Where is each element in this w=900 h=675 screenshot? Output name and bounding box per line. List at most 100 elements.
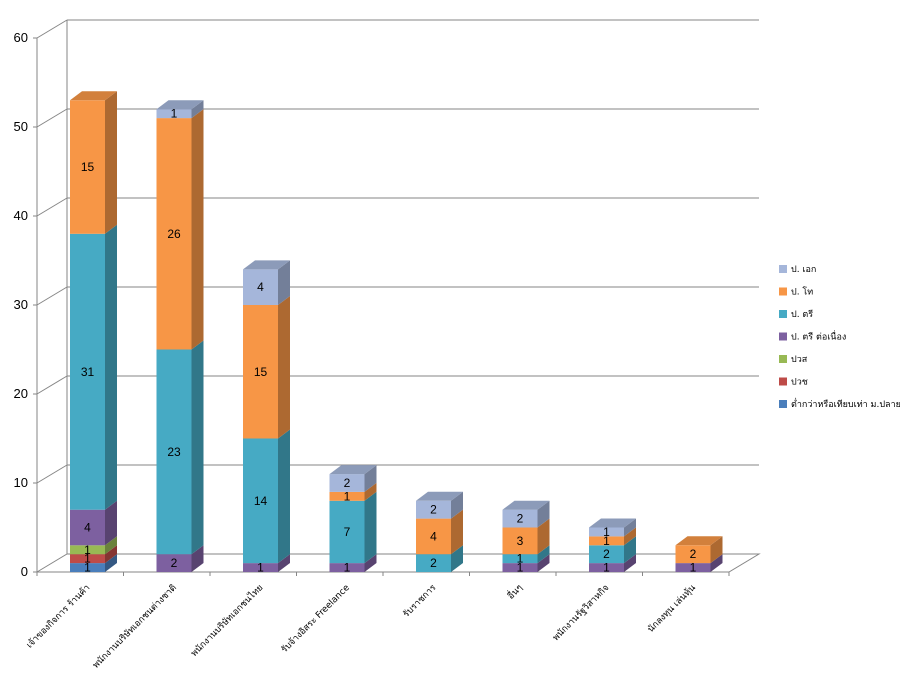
data-label: 1 <box>603 534 610 548</box>
legend-label: ปวส <box>791 355 808 365</box>
data-label: 1 <box>84 552 91 566</box>
bar-segment <box>329 474 365 492</box>
bar-segment-side <box>105 536 117 555</box>
data-label: 2 <box>430 503 437 517</box>
bar-segment-side <box>191 545 204 572</box>
legend-label: ป. ตรี <box>791 309 813 320</box>
data-label: 1 <box>603 525 610 539</box>
bar-segment-top <box>502 500 550 510</box>
legend-swatch <box>779 332 787 341</box>
legend-label: ปวช <box>791 378 808 388</box>
bar-segment <box>156 349 192 555</box>
bar-segment-side <box>624 554 636 572</box>
data-label: 2 <box>430 556 437 570</box>
bar-segment-top <box>156 100 204 110</box>
bar-segment <box>416 554 451 572</box>
bar-segment <box>70 233 105 510</box>
y-tick-label: 20 <box>14 386 28 401</box>
bar-segment-side <box>364 482 377 501</box>
data-label: 2 <box>517 512 524 526</box>
bar-segment <box>675 563 711 572</box>
data-label: 2 <box>603 547 610 561</box>
data-label: 31 <box>81 365 95 379</box>
bar-segment <box>589 527 624 537</box>
data-label: 4 <box>84 521 91 535</box>
bar-segment <box>243 305 278 439</box>
bars <box>70 91 723 572</box>
legend-swatch <box>779 377 787 386</box>
legend-swatch <box>779 265 787 273</box>
gridline-diagonal <box>36 375 68 395</box>
data-label: 1 <box>344 561 351 575</box>
bar-segment <box>70 554 105 564</box>
bar-segment <box>502 554 538 564</box>
data-label: 1 <box>517 552 524 566</box>
bar-segment-side <box>278 296 290 439</box>
bar-segment-side <box>191 340 204 555</box>
y-tick-label: 60 <box>14 30 28 45</box>
bar-segment <box>70 563 105 572</box>
bar-segment-side <box>624 527 636 546</box>
bar-segment-side <box>191 100 204 119</box>
axes <box>33 20 761 576</box>
y-tick-label: 50 <box>14 119 28 134</box>
data-label: 1 <box>344 489 351 503</box>
gridline-diagonal <box>36 464 68 484</box>
data-label: 15 <box>81 160 95 174</box>
gridline-diagonal <box>36 108 68 128</box>
x-tick-label: พนักงานบริษัทเอกชนไทย <box>189 582 266 659</box>
legend-label: ต่ำกว่าหรือเทียบเท่า ม.ปลาย <box>791 397 900 410</box>
y-tick-label: 30 <box>14 297 28 312</box>
legend-label: ป. โท <box>791 287 813 298</box>
bar-segment-side <box>105 545 117 564</box>
bar-segment <box>156 109 192 119</box>
bar-segment-side <box>451 545 463 572</box>
bar-segment-side <box>105 224 117 510</box>
bar-segment-side <box>364 491 377 564</box>
bar-segment-side <box>624 518 636 537</box>
data-label: 1 <box>517 561 524 575</box>
bar-segment-side <box>537 500 550 528</box>
bar-segment-side <box>624 536 636 564</box>
bar-segment-side <box>710 554 723 572</box>
data-label: 2 <box>690 547 697 561</box>
bar-segment <box>329 563 365 572</box>
data-label: 4 <box>257 280 264 294</box>
bar-segment-side <box>710 536 723 564</box>
data-label: 2 <box>344 476 351 490</box>
legend-label: ป. ตรี ต่อเนื่อง <box>791 330 846 343</box>
legend-swatch <box>779 400 787 408</box>
bar-segment-side <box>537 518 550 555</box>
bar-segment <box>502 563 538 572</box>
data-label: 1 <box>84 561 91 575</box>
bar-segment <box>502 509 538 528</box>
data-label: 1 <box>84 543 91 557</box>
bar-segment <box>589 545 624 564</box>
x-tick-label: รับจ้างอิสระ Freelance <box>279 582 352 655</box>
data-label: 2 <box>171 556 178 570</box>
bar-segment-side <box>537 545 550 564</box>
data-label: 15 <box>254 365 268 379</box>
floor-plane <box>35 553 761 573</box>
legend-swatch <box>779 287 787 296</box>
bar-segment-side <box>451 491 463 519</box>
gridline-diagonal <box>36 197 68 217</box>
bar-segment <box>243 269 278 305</box>
legend-swatch <box>779 355 787 363</box>
legend-swatch <box>779 310 787 318</box>
bar-segment-side <box>105 554 117 572</box>
legend-label: ป. เอก <box>791 265 816 275</box>
bar-segment-side <box>278 429 290 564</box>
bar-segment <box>243 563 278 572</box>
data-label: 1 <box>690 561 697 575</box>
bar-segment <box>589 536 624 546</box>
bar-segment <box>329 500 365 564</box>
bar-segment <box>70 509 105 546</box>
bar-segment-top <box>416 491 463 501</box>
bar-segment-side <box>364 465 377 492</box>
bar-segment-side <box>451 509 463 555</box>
bar-segment <box>502 527 538 555</box>
